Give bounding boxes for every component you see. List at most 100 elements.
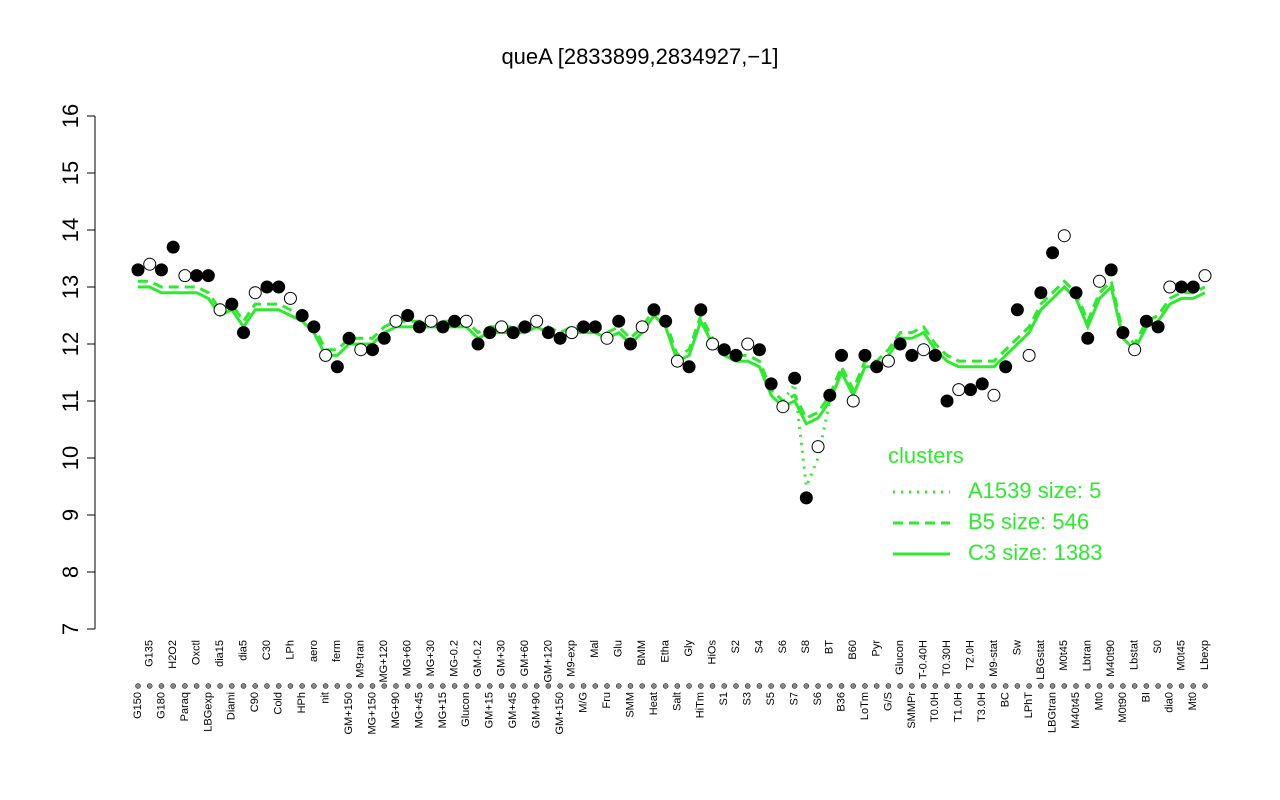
x-tick-label: M0t45 (1058, 640, 1070, 671)
x-tick-label: LPh (284, 640, 296, 660)
data-point (1139, 314, 1153, 328)
category-marker (217, 683, 223, 689)
category-marker (346, 683, 352, 689)
x-tick-label: M0t90 (1117, 692, 1129, 723)
data-point (928, 348, 942, 362)
category-marker (275, 683, 282, 689)
category-marker (205, 683, 212, 689)
data-point (729, 348, 743, 362)
category-marker (182, 683, 188, 689)
data-point (717, 343, 731, 357)
data-point (424, 314, 438, 328)
category-marker (580, 683, 587, 689)
data-point (917, 343, 931, 357)
category-marker (791, 683, 798, 689)
data-point (858, 348, 872, 362)
data-point (412, 320, 426, 334)
x-tick-label: G/S (882, 692, 894, 711)
x-tick-label: Cold (273, 692, 285, 715)
data-point (1186, 280, 1200, 294)
category-marker (498, 683, 505, 689)
data-point (1010, 303, 1024, 317)
data-point (893, 337, 907, 351)
category-marker (487, 683, 493, 689)
y-tick-label: 12 (58, 332, 83, 356)
x-tick-label: M9-tran (355, 640, 367, 678)
x-tick-label: dia5 (237, 640, 249, 661)
x-tick-label: MG+45 (413, 692, 425, 728)
data-point (377, 331, 391, 345)
category-marker (885, 683, 892, 689)
category-marker (334, 683, 341, 689)
x-tick-label: BMM (636, 640, 648, 666)
category-marker (651, 683, 657, 689)
category-marker (393, 683, 399, 689)
x-tick-label: Heat (648, 692, 660, 715)
data-point (459, 314, 473, 328)
data-point (623, 337, 637, 351)
category-marker (1108, 683, 1114, 689)
data-point (1069, 286, 1083, 300)
x-tick-label: HiTm (695, 692, 707, 718)
data-point (670, 354, 684, 368)
x-tick-label: G150 (132, 692, 144, 719)
data-point (1116, 326, 1130, 340)
data-point (952, 383, 966, 397)
x-tick-label: SMM (624, 692, 636, 718)
data-point (776, 400, 790, 414)
data-point (1175, 280, 1189, 294)
x-tick-label: B60 (847, 640, 859, 660)
category-marker (1073, 683, 1079, 689)
data-point (483, 326, 497, 340)
category-marker (1190, 683, 1197, 689)
data-point (1081, 331, 1095, 345)
category-marker (1143, 683, 1150, 689)
data-point (319, 348, 333, 362)
data-point (553, 331, 567, 345)
category-marker (768, 683, 774, 689)
x-tick-label: Oxctl (191, 640, 203, 665)
x-tick-label: S8 (800, 640, 812, 653)
x-tick-label: Sw (1011, 640, 1023, 655)
data-point (1104, 263, 1118, 277)
category-marker (709, 683, 716, 689)
category-marker (1049, 683, 1056, 689)
category-marker (440, 683, 446, 689)
legend-label: C3 size: 1383 (968, 540, 1103, 565)
x-tick-label: Fru (601, 692, 613, 709)
chart-title: queA [2833899,2834927,−1] (501, 44, 778, 69)
data-point (1057, 229, 1071, 243)
cluster-line (138, 284, 1206, 426)
y-tick-label: 7 (58, 623, 83, 635)
x-tick-label: Paraq (179, 692, 191, 721)
data-point (448, 314, 462, 328)
category-marker (627, 683, 634, 689)
data-point (354, 343, 368, 357)
x-tick-label: GM+120 (542, 640, 554, 683)
legend-label: A1539 size: 5 (968, 478, 1101, 503)
data-point (1046, 246, 1060, 260)
x-tick-label: dia15 (214, 640, 226, 667)
y-tick-label: 14 (58, 218, 83, 242)
x-tick-label: HiOs (706, 640, 718, 665)
data-point (1151, 320, 1165, 334)
category-marker (662, 683, 669, 689)
category-marker (803, 683, 810, 689)
x-tick-label: M9-stat (988, 640, 1000, 677)
data-point (987, 388, 1001, 402)
data-point (588, 320, 602, 334)
x-tick-label: C90 (249, 692, 261, 712)
category-marker (1096, 683, 1103, 689)
category-marker (229, 683, 235, 689)
x-tick-label: Salt (671, 692, 683, 711)
x-tick-label: GM+15 (484, 692, 496, 728)
y-tick-label: 16 (58, 104, 83, 128)
data-point (600, 331, 614, 345)
x-tick-label: LBGexp (202, 692, 214, 732)
x-tick-label: LPhT (1023, 692, 1035, 719)
category-marker (932, 683, 939, 689)
category-marker (967, 683, 974, 689)
data-point (788, 371, 802, 385)
data-point (694, 303, 708, 317)
